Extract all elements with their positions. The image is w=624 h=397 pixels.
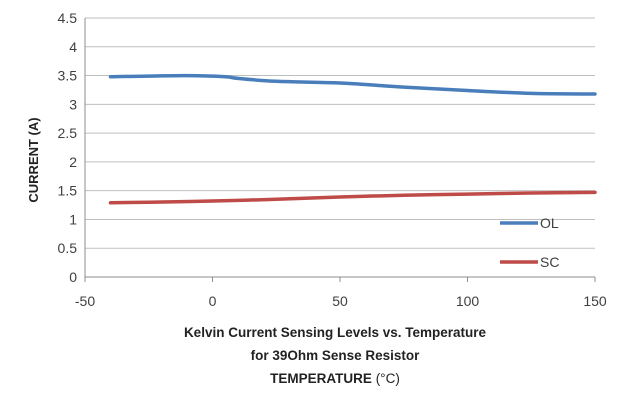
y-axis-label: CURRENT (A) [26, 117, 41, 202]
y-tick-label: 3.5 [58, 68, 78, 84]
series-line-ol [108, 73, 597, 96]
y-tick-label: 2 [69, 154, 77, 170]
x-axis-label-line-1: Kelvin Current Sensing Levels vs. Temper… [184, 325, 487, 340]
x-tick-label: 50 [332, 293, 348, 309]
series-lines [108, 73, 597, 205]
y-tick-label: 4.5 [58, 10, 78, 26]
y-tick-label: 4 [69, 39, 77, 55]
x-axis-label-title: TEMPERATURE [270, 371, 372, 386]
y-tick-labels: 0 0.5 1 1.5 2 2.5 3 3.5 4 4.5 [58, 10, 78, 285]
y-tick-label: 0.5 [58, 240, 78, 256]
gridlines [84, 17, 596, 282]
x-axis-label-line-2: for 39Ohm Sense Resistor [251, 348, 421, 363]
x-tick-label: 100 [456, 293, 480, 309]
legend-label-ol: OL [540, 215, 559, 231]
x-tick-label: -50 [75, 293, 95, 309]
x-tick-label: 150 [583, 293, 607, 309]
y-tick-label: 1 [69, 211, 77, 227]
x-tick-label: 0 [209, 293, 217, 309]
series-line-sc [108, 190, 597, 205]
x-axis-label-line-3: TEMPERATURE (°C) [270, 371, 400, 386]
y-tick-label: 2.5 [58, 125, 78, 141]
x-axis-label-unit: (°C) [376, 371, 400, 386]
legend-label-sc: SC [540, 254, 559, 270]
y-tick-label: 1.5 [58, 183, 78, 199]
y-tick-label: 3 [69, 96, 77, 112]
x-tick-labels: -50 0 50 100 150 [75, 293, 607, 309]
legend: OL SC [500, 215, 559, 270]
y-tick-label: 0 [69, 269, 77, 285]
